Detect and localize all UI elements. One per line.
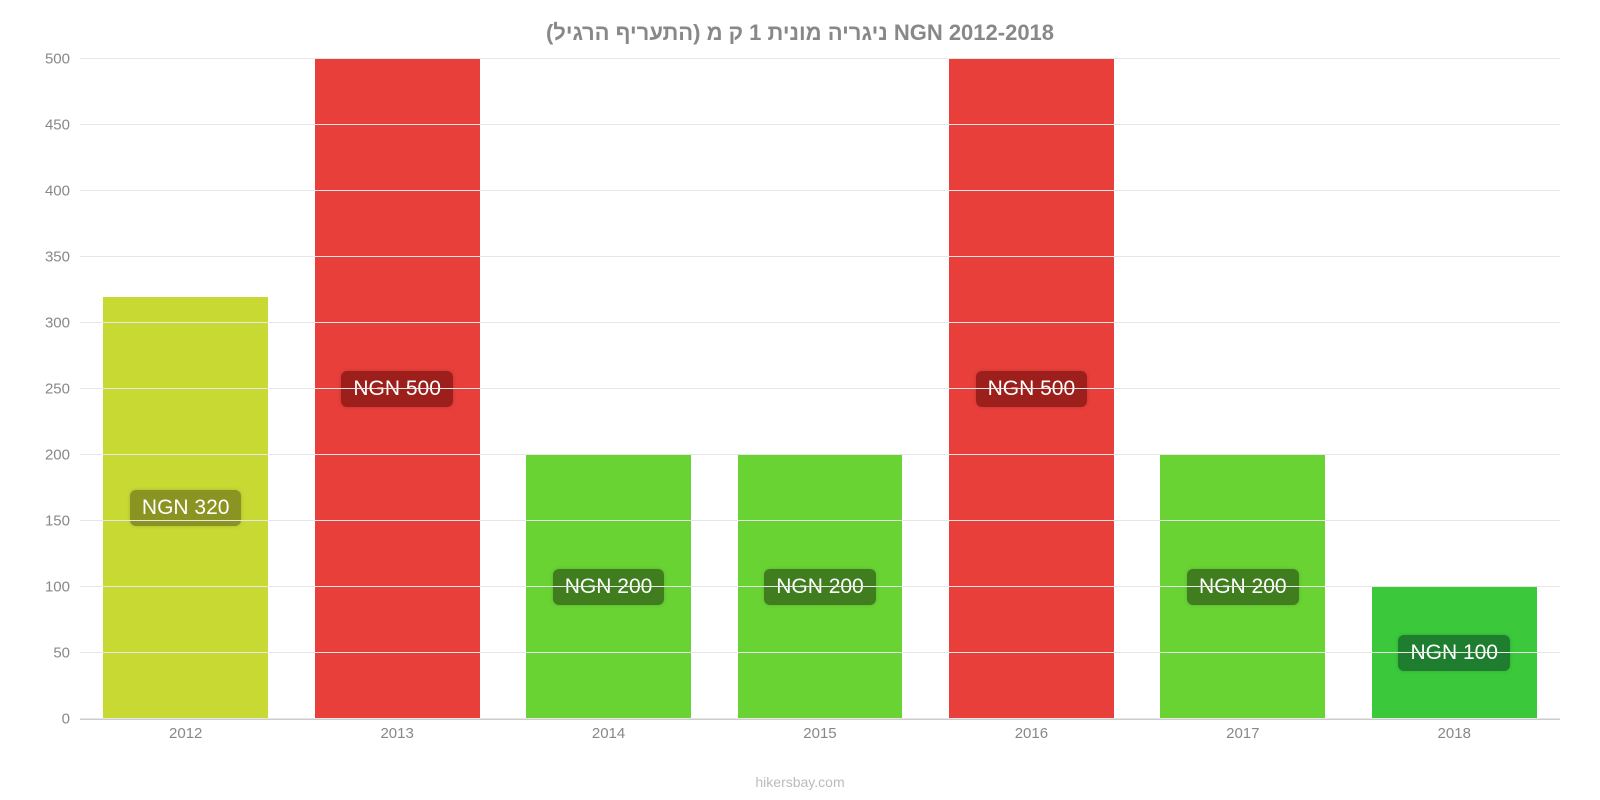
y-tick-label: 400 xyxy=(10,183,70,200)
chart-area: NGN 320 NGN 500 NGN 200 NGN 200 NGN 500 NGN 2… xyxy=(80,60,1560,720)
bar-value-label: NGN 200 xyxy=(764,569,876,605)
x-tick-label: 2016 xyxy=(926,725,1137,742)
bar-value-label: NGN 500 xyxy=(976,371,1088,407)
gridline xyxy=(80,520,1560,521)
bar: NGN 200 xyxy=(738,455,903,719)
y-tick-label: 150 xyxy=(10,513,70,530)
bar-slot: NGN 500 xyxy=(926,59,1137,719)
gridline xyxy=(80,454,1560,455)
bar: NGN 500 xyxy=(315,59,480,719)
gridline xyxy=(80,190,1560,191)
y-tick-label: 100 xyxy=(10,579,70,596)
y-tick-label: 0 xyxy=(10,711,70,728)
x-tick-label: 2013 xyxy=(291,725,502,742)
y-tick-label: 50 xyxy=(10,645,70,662)
gridline xyxy=(80,388,1560,389)
attribution-text: hikersbay.com xyxy=(0,774,1600,790)
gridline xyxy=(80,652,1560,653)
x-tick-label: 2018 xyxy=(1349,725,1560,742)
bar-slot: NGN 320 xyxy=(80,59,291,719)
x-tick-label: 2015 xyxy=(714,725,925,742)
bar-value-label: NGN 200 xyxy=(553,569,665,605)
x-axis-labels: 2012201320142015201620172018 xyxy=(80,725,1560,742)
bar-slot: NGN 100 xyxy=(1349,59,1560,719)
plot-area: NGN 320 NGN 500 NGN 200 NGN 200 NGN 500 NGN 2… xyxy=(80,60,1560,720)
y-tick-label: 450 xyxy=(10,117,70,134)
bar-value-label: NGN 500 xyxy=(341,371,453,407)
bar-slot: NGN 200 xyxy=(714,59,925,719)
bar: NGN 320 xyxy=(103,297,268,719)
bars-container: NGN 320 NGN 500 NGN 200 NGN 200 NGN 500 NGN 2… xyxy=(80,59,1560,719)
bar: NGN 200 xyxy=(526,455,691,719)
bar-value-label: NGN 200 xyxy=(1187,569,1299,605)
bar-slot: NGN 200 xyxy=(1137,59,1348,719)
y-tick-label: 200 xyxy=(10,447,70,464)
gridline xyxy=(80,586,1560,587)
y-tick-label: 300 xyxy=(10,315,70,332)
bar: NGN 100 xyxy=(1372,587,1537,719)
bar: NGN 200 xyxy=(1160,455,1325,719)
x-tick-label: 2014 xyxy=(503,725,714,742)
bar-slot: NGN 500 xyxy=(291,59,502,719)
bar-slot: NGN 200 xyxy=(503,59,714,719)
bar: NGN 500 xyxy=(949,59,1114,719)
y-tick-label: 350 xyxy=(10,249,70,266)
gridline xyxy=(80,718,1560,719)
gridline xyxy=(80,322,1560,323)
y-tick-label: 500 xyxy=(10,51,70,68)
gridline xyxy=(80,124,1560,125)
chart-title: ניגריה מונית 1 ק מ (התעריף הרגיל) NGN 20… xyxy=(0,0,1600,56)
gridline xyxy=(80,58,1560,59)
y-tick-label: 250 xyxy=(10,381,70,398)
gridline xyxy=(80,256,1560,257)
x-tick-label: 2017 xyxy=(1137,725,1348,742)
bar-value-label: NGN 100 xyxy=(1398,635,1510,671)
x-tick-label: 2012 xyxy=(80,725,291,742)
